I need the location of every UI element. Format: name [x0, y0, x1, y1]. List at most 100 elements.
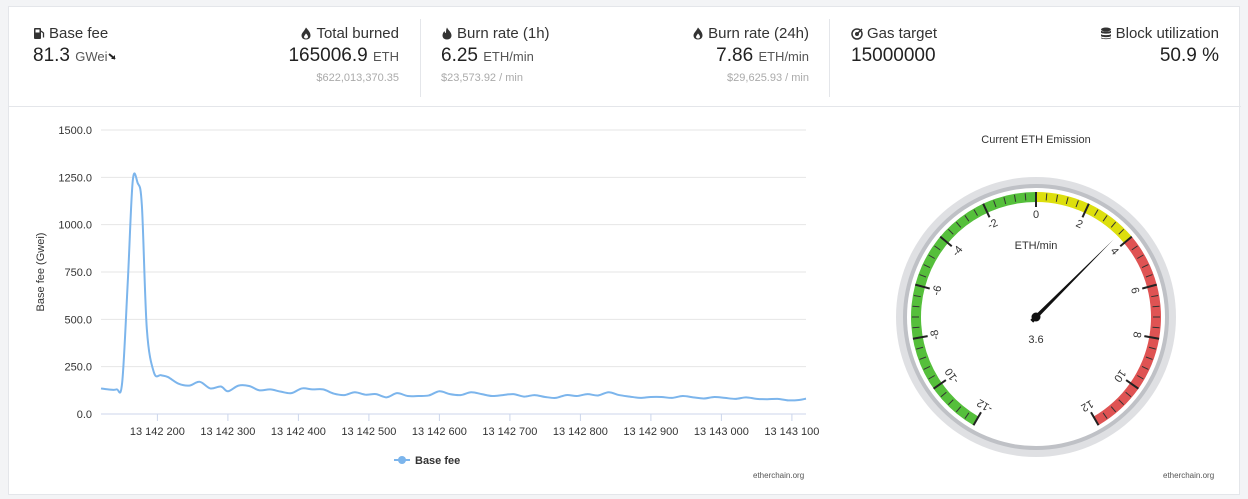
x-tick-label: 13 142 900 [623, 426, 678, 438]
gauge-minor-tick [1151, 294, 1159, 298]
gauge-tick-label: 12 [1079, 397, 1096, 414]
total-burned-value: 165006.9 [288, 45, 368, 66]
total-burned-usd: $622,013,370.35 [316, 72, 399, 84]
gauge-minor-tick [912, 305, 920, 308]
gauge-minor-tick [1131, 245, 1138, 251]
burn-1h-unit: ETH/min [483, 49, 534, 64]
trend-down-icon [107, 53, 116, 60]
gauge-title: Current ETH Emission [981, 134, 1090, 146]
x-tick-label: 13 142 400 [271, 426, 326, 438]
gauge-minor-tick [1118, 399, 1125, 406]
x-tick-label: 13 142 600 [412, 426, 467, 438]
x-tick-label: 13 142 200 [130, 426, 185, 438]
gauge-minor-tick [1118, 228, 1125, 235]
flame-icon [301, 27, 311, 40]
burn-1h-label: Burn rate (1h) [457, 25, 550, 42]
y-tick-label: 1000.0 [58, 220, 92, 232]
gauge-minor-tick [1141, 365, 1149, 370]
gauge-unit-label: ETH/min [1015, 240, 1058, 252]
burn-1h-value: 6.25 [441, 45, 478, 66]
divider [420, 19, 421, 97]
gauge-tick-label: 6 [1128, 286, 1141, 295]
legend-marker [398, 456, 406, 464]
gauge-minor-tick [1075, 200, 1079, 208]
gauge-minor-tick [919, 356, 927, 360]
flame-icon [693, 27, 703, 40]
gauge-band [1036, 192, 1132, 244]
chart-credit[interactable]: etherchain.org [753, 471, 805, 480]
gauge-minor-tick [923, 365, 931, 370]
stat-total-burned: Total burned 165006.9 ETH $622,013,370.3… [288, 25, 399, 84]
gauge-minor-tick [1141, 264, 1149, 269]
gauge-minor-tick [947, 399, 954, 406]
gauge-major-tick [1125, 379, 1139, 390]
gauge-needle [1030, 239, 1114, 323]
y-tick-label: 0.0 [77, 409, 92, 421]
stat-base-fee: Base fee 81.3 GWei [33, 25, 117, 67]
gauge-minor-tick [993, 200, 997, 208]
gauge-minor-tick [1094, 209, 1099, 216]
gauge-minor-tick [928, 254, 935, 259]
fire-icon [442, 27, 452, 40]
gauge-minor-tick [1145, 356, 1153, 360]
gauge-minor-tick [955, 406, 962, 413]
gauge-minor-tick [1137, 375, 1144, 380]
gauge-minor-tick [1055, 194, 1059, 202]
gauge-tick-label: 0 [1033, 209, 1039, 221]
base-fee-series-line [100, 172, 807, 402]
gauge-minor-tick [964, 215, 970, 222]
block-utilization-label: Block utilization [1115, 25, 1219, 42]
gauge-minor-tick [912, 326, 920, 329]
x-tick-label: 13 142 800 [553, 426, 608, 438]
gauge-minor-tick [934, 245, 941, 251]
gauge-minor-tick [923, 264, 931, 269]
gauge-minor-tick [947, 228, 954, 235]
gauge-tick-label: 2 [1074, 218, 1085, 231]
gauge-minor-tick [916, 346, 924, 350]
gauge-minor-tick [1045, 193, 1048, 201]
gauge-tick-label: -2 [986, 217, 1000, 232]
burn-24h-value: 7.86 [716, 45, 754, 66]
gauge-major-tick [1090, 411, 1100, 426]
block-utilization-value: 50.9 % [1159, 45, 1219, 66]
base-fee-unit: GWei [75, 49, 108, 64]
gauge-minor-tick [913, 294, 921, 298]
gauge-major-tick [1141, 283, 1157, 290]
gauge-major-tick [1081, 203, 1090, 218]
gauge-minor-tick [1137, 254, 1144, 259]
gauge-minor-tick [940, 391, 947, 398]
x-tick-label: 13 142 700 [482, 426, 537, 438]
gauge-minor-tick [1110, 406, 1117, 413]
chart-legend: Base fee [394, 455, 460, 467]
gauge-minor-tick [1145, 274, 1153, 278]
dashboard-frame: Base fee 81.3 GWei Total burned 165006.9… [8, 6, 1241, 495]
target-icon [851, 28, 863, 40]
eth-emission-gauge: Current ETH Emission-12-10-8-6-4-2024681… [896, 134, 1176, 457]
gauge-minor-tick [1013, 194, 1017, 202]
base-fee-chart: 0.0 250.0 500.0 750.0 1000.0 1250.0 1500.0 13 1… [35, 125, 819, 467]
burn-1h-usd: $23,573.92 / min [441, 72, 523, 84]
gauge-major-tick [1119, 235, 1133, 248]
y-tick-label: 750.0 [64, 267, 92, 279]
total-burned-unit: ETH [373, 49, 399, 64]
y-tick-label: 1250.0 [58, 172, 92, 184]
burn-24h-usd: $29,625.93 / min [727, 72, 809, 84]
gas-target-label: Gas target [867, 25, 938, 42]
gauge-minor-tick [1125, 391, 1132, 398]
y-tick-label: 500.0 [64, 314, 92, 326]
stat-burn-1h: Burn rate (1h) 6.25 ETH/min $23,573.92 /… [441, 25, 550, 84]
gauge-minor-tick [1065, 197, 1069, 205]
gauge-value-label: 3.6 [1028, 334, 1043, 346]
x-tick-label: 13 142 300 [200, 426, 255, 438]
stat-block-utilization: Block utilization 50.9 % [1100, 25, 1219, 67]
x-tick-label: 13 143 000 [694, 426, 749, 438]
gauge-band [911, 192, 1036, 426]
gauge-major-tick [982, 203, 991, 218]
base-fee-label: Base fee [49, 25, 109, 42]
gauge-minor-tick [1148, 346, 1156, 350]
gauge-minor-tick [1024, 193, 1027, 201]
gauge-credit[interactable]: etherchain.org [1163, 471, 1215, 480]
stat-gas-target: Gas target 15000000 [851, 25, 937, 67]
gauge-minor-tick [964, 412, 970, 419]
divider [829, 19, 830, 97]
